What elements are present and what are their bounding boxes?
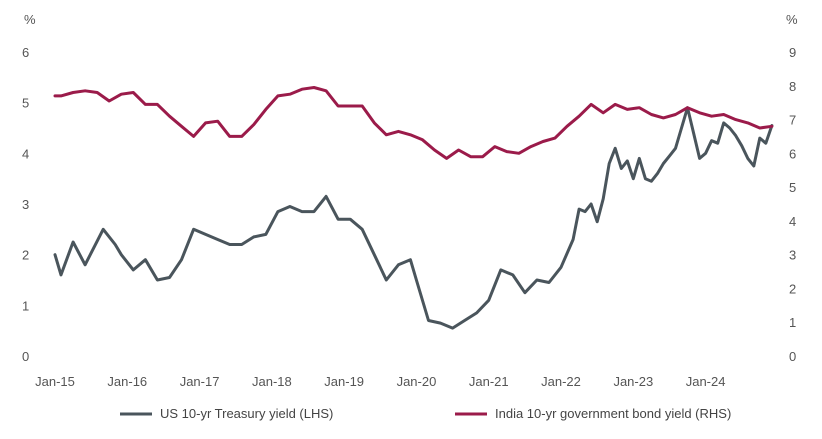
left-tick-label: 1 <box>22 298 29 313</box>
x-tick-label: Jan-20 <box>397 374 437 389</box>
right-tick-label: 1 <box>789 315 796 330</box>
x-tick-label: Jan-18 <box>252 374 292 389</box>
series-india-10yr-line <box>53 86 774 160</box>
right-axis-ticks: 0 1 2 3 4 5 6 7 8 9 <box>789 45 796 364</box>
right-axis-unit: % <box>786 12 798 27</box>
right-tick-label: 7 <box>789 113 796 128</box>
series-us-10yr-line <box>53 106 774 330</box>
right-tick-label: 5 <box>789 180 796 195</box>
x-tick-label: Jan-19 <box>324 374 364 389</box>
left-axis-ticks: 0 1 2 3 4 5 6 <box>22 45 29 364</box>
left-tick-label: 2 <box>22 248 29 263</box>
right-tick-label: 2 <box>789 281 796 296</box>
left-axis-unit: % <box>24 12 36 27</box>
left-tick-label: 4 <box>22 146 29 161</box>
left-tick-label: 6 <box>22 45 29 60</box>
x-tick-label: Jan-22 <box>541 374 581 389</box>
x-tick-label: Jan-17 <box>180 374 220 389</box>
x-tick-label: Jan-23 <box>613 374 653 389</box>
right-tick-label: 4 <box>789 214 796 229</box>
x-tick-label: Jan-21 <box>469 374 509 389</box>
legend-label-us: US 10-yr Treasury yield (LHS) <box>160 406 333 421</box>
left-tick-label: 5 <box>22 96 29 111</box>
left-tick-label: 0 <box>22 349 29 364</box>
x-axis-ticks: Jan-15 Jan-16 Jan-17 Jan-18 Jan-19 Jan-20 Jan-… <box>35 374 725 389</box>
legend: US 10-yr Treasury yield (LHS) India 10-y… <box>120 406 731 421</box>
right-tick-label: 9 <box>789 45 796 60</box>
x-tick-label: Jan-16 <box>107 374 147 389</box>
right-tick-label: 0 <box>789 349 796 364</box>
series-layer <box>53 86 774 330</box>
right-tick-label: 8 <box>789 79 796 94</box>
left-tick-label: 3 <box>22 197 29 212</box>
right-tick-label: 6 <box>789 146 796 161</box>
right-tick-label: 3 <box>789 248 796 263</box>
x-tick-label: Jan-15 <box>35 374 75 389</box>
x-tick-label: Jan-24 <box>686 374 726 389</box>
legend-label-india: India 10-yr government bond yield (RHS) <box>495 406 731 421</box>
